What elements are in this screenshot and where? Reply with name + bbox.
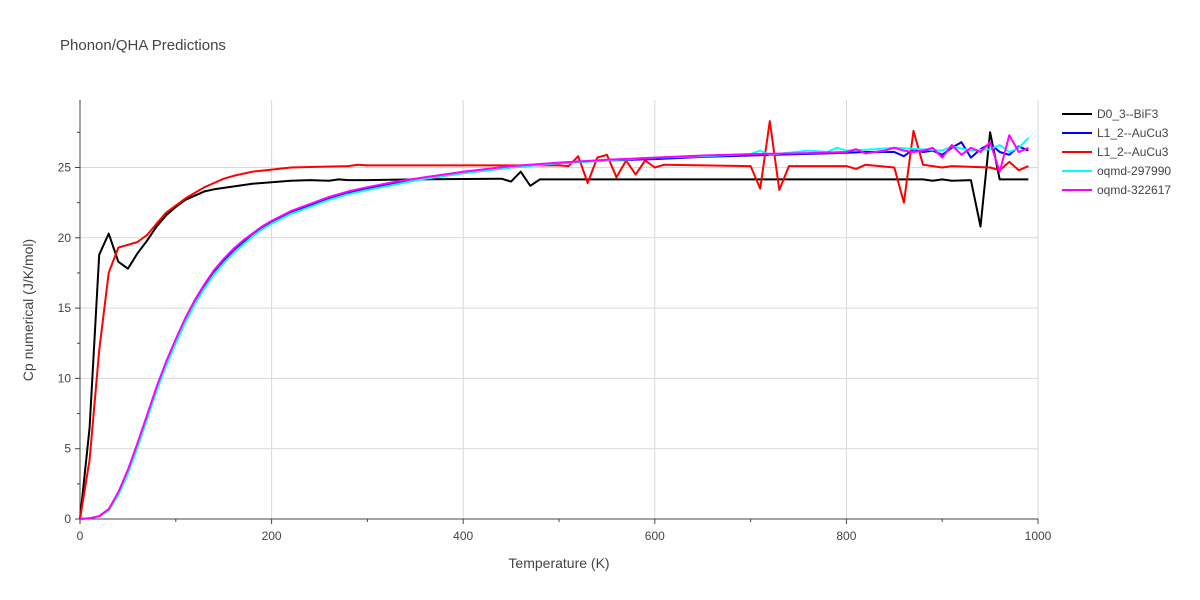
x-tick-label: 600 <box>645 529 665 543</box>
y-ticks: 0 5 10 15 20 25 <box>58 131 80 526</box>
x-tick-label: 400 <box>453 529 473 543</box>
legend-item[interactable]: D0_3--BiF3 <box>1062 107 1159 121</box>
x-tick-label: 1000 <box>1025 529 1052 543</box>
series-line-2 <box>79 120 1029 520</box>
x-ticks: 0 200 400 600 800 1000 <box>77 519 1052 543</box>
series-group <box>79 120 1030 520</box>
y-tick-label: 0 <box>64 512 71 526</box>
y-tick-label: 25 <box>58 160 72 174</box>
series-line-0 <box>79 131 1029 520</box>
legend-item[interactable]: oqmd-297990 <box>1062 164 1171 178</box>
series-line-3 <box>79 137 1030 520</box>
legend-label: L1_2--AuCu3 <box>1097 126 1169 140</box>
legend-label: oqmd-297990 <box>1097 164 1171 178</box>
x-tick-label: 0 <box>77 529 84 543</box>
chart-title: Phonon/QHA Predictions <box>60 37 226 54</box>
x-tick-label: 200 <box>262 529 282 543</box>
legend-item[interactable]: L1_2--AuCu3 <box>1062 145 1169 159</box>
grid <box>80 100 1039 519</box>
legend-item[interactable]: oqmd-322617 <box>1062 183 1171 197</box>
y-tick-label: 15 <box>58 301 72 315</box>
legend-item[interactable]: L1_2--AuCu3 <box>1062 126 1169 140</box>
legend: D0_3--BiF3 L1_2--AuCu3 L1_2--AuCu3 oqmd-297… <box>1062 107 1171 197</box>
y-axis-title: Cp numerical (J/K/mol) <box>20 239 36 381</box>
legend-label: L1_2--AuCu3 <box>1097 145 1169 159</box>
series-line-1 <box>79 141 1029 520</box>
x-tick-label: 800 <box>836 529 856 543</box>
x-axis-title: Temperature (K) <box>508 555 609 571</box>
legend-label: D0_3--BiF3 <box>1097 107 1159 121</box>
series-line-4 <box>79 134 1029 520</box>
y-tick-label: 20 <box>58 231 72 245</box>
legend-label: oqmd-322617 <box>1097 183 1171 197</box>
y-tick-label: 10 <box>58 371 72 385</box>
y-tick-label: 5 <box>64 442 71 456</box>
